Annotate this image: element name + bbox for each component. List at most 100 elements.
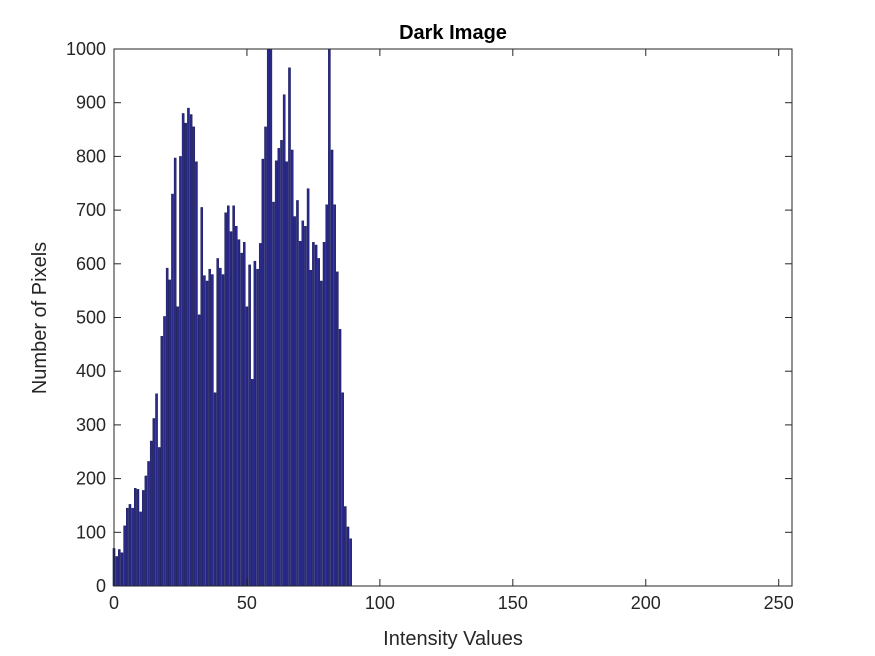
histogram-bar <box>290 149 294 587</box>
histogram-bar <box>139 511 142 587</box>
histogram-bar <box>203 275 206 587</box>
histogram-bar <box>285 161 289 587</box>
histogram-bar <box>227 205 230 587</box>
y-tick-label: 200 <box>76 469 106 489</box>
histogram-bar <box>274 160 278 587</box>
y-tick-label: 600 <box>76 254 106 274</box>
histogram-bar <box>264 126 267 587</box>
histogram-bar <box>237 239 241 587</box>
y-tick-label: 700 <box>76 200 106 220</box>
histogram-bar <box>200 207 204 587</box>
chart-title: Dark Image <box>399 22 507 44</box>
histogram-bar <box>147 461 150 587</box>
histogram-bar <box>336 271 339 587</box>
histogram-bar <box>126 507 129 587</box>
histogram-bar <box>134 488 137 587</box>
histogram-bar <box>189 114 193 587</box>
x-tick-label: 0 <box>109 593 119 613</box>
x-axis-ticks: 0 50 100 150 200 250 <box>109 49 794 613</box>
histogram-bar <box>171 193 174 587</box>
histogram-bar <box>314 244 318 587</box>
histogram-bar <box>330 149 334 587</box>
histogram-bar <box>224 212 227 587</box>
histogram-bar <box>344 506 347 587</box>
x-axis-label: Intensity Values <box>383 628 523 650</box>
histogram-bar <box>250 379 254 587</box>
x-tick-label: 250 <box>764 593 794 613</box>
histogram-bar <box>261 158 265 587</box>
histogram-bar <box>296 200 299 587</box>
histogram-bar <box>184 122 188 587</box>
histogram-bar <box>187 107 190 587</box>
histogram-bar <box>197 314 201 587</box>
histogram-bar <box>240 252 243 587</box>
histogram-bar <box>181 113 185 587</box>
histogram-bar <box>269 48 273 587</box>
histogram-bar <box>136 489 140 587</box>
y-tick-label: 1000 <box>66 39 106 59</box>
histogram-bar <box>152 418 156 587</box>
y-tick-label: 500 <box>76 308 106 328</box>
histogram-bar <box>176 306 180 587</box>
histogram-bar <box>288 67 291 587</box>
histogram-bar <box>173 157 177 587</box>
histogram-bar <box>205 280 209 587</box>
histogram-bar <box>333 204 336 587</box>
histogram-bar <box>298 241 302 587</box>
y-tick-label: 100 <box>76 522 106 542</box>
histogram-bar <box>179 156 182 587</box>
x-tick-label: 200 <box>631 593 661 613</box>
histogram-bar <box>304 226 307 587</box>
histogram-bar <box>232 205 235 587</box>
histogram-bar <box>192 126 196 587</box>
histogram-bar <box>266 48 270 587</box>
y-tick-label: 400 <box>76 361 106 381</box>
histogram-bar <box>128 504 132 587</box>
histogram-bar <box>309 270 313 587</box>
x-tick-label: 150 <box>498 593 528 613</box>
y-axis-ticks: 0 100 200 300 400 500 600 700 800 900 1000 <box>66 39 792 596</box>
histogram-bar <box>208 268 211 587</box>
histogram-bar <box>213 392 217 587</box>
histogram-bar <box>144 475 148 587</box>
histogram-bar <box>131 507 134 587</box>
histogram-bar <box>293 216 297 587</box>
histogram-bar <box>338 329 342 587</box>
histogram-bar <box>165 267 169 587</box>
histogram-bar <box>328 48 331 587</box>
histogram-bar <box>118 549 121 587</box>
histogram-bar <box>349 538 352 587</box>
histogram-bar <box>341 392 344 587</box>
histogram-bar <box>325 204 328 587</box>
y-tick-label: 300 <box>76 415 106 435</box>
histogram-bar <box>168 279 172 587</box>
histogram-bar <box>115 556 118 587</box>
histogram-bar <box>320 280 323 587</box>
histogram-bar <box>235 226 238 587</box>
x-tick-label: 50 <box>237 593 257 613</box>
histogram-bar <box>301 220 305 587</box>
histogram-bar <box>258 243 262 587</box>
histogram-bar <box>123 525 126 587</box>
histogram-bar <box>219 267 222 587</box>
histogram-bar <box>120 552 124 587</box>
histogram-bar <box>280 140 283 587</box>
histogram-bar <box>322 242 326 587</box>
histogram-bar <box>149 440 153 587</box>
histogram-bar <box>216 258 219 587</box>
histogram-bar <box>195 161 198 587</box>
plot-area-background <box>114 49 792 586</box>
histogram-bar <box>245 306 249 587</box>
histogram-bar <box>282 94 286 587</box>
y-axis-label: Number of Pixels <box>29 242 51 394</box>
histogram-bar <box>306 188 310 587</box>
histogram-bar <box>272 201 275 587</box>
histogram-bar <box>163 316 166 587</box>
y-tick-label: 900 <box>76 93 106 113</box>
x-tick-label: 100 <box>365 593 395 613</box>
histogram-bar <box>229 231 233 587</box>
histogram-bar <box>253 260 257 587</box>
histogram-bar <box>155 393 158 587</box>
